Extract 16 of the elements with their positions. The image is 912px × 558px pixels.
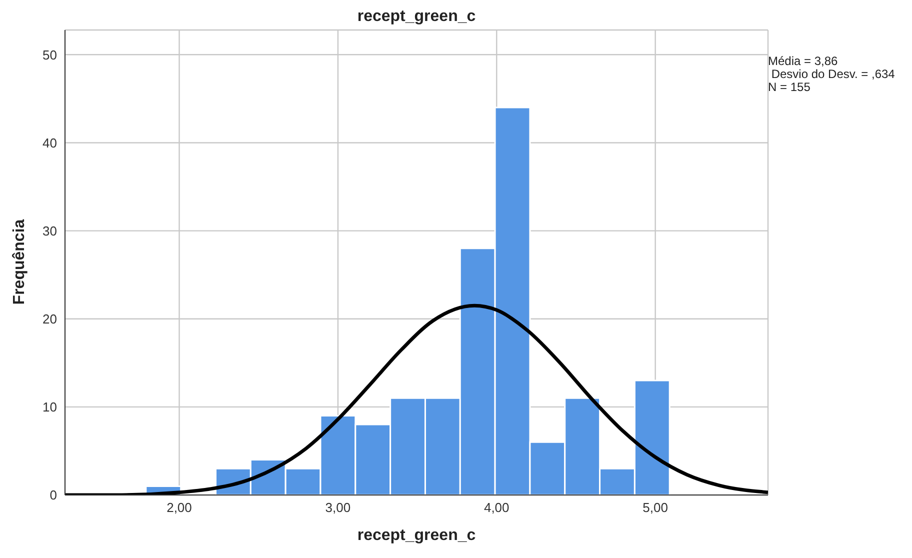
- annotation: N = 155: [768, 80, 812, 94]
- y-axis-title: Frequência: [10, 218, 29, 307]
- y-tick-label: 20: [42, 311, 57, 326]
- text: Desvio do Desv. = ,634: [770, 67, 895, 81]
- x-tick-label: 5,00: [642, 500, 668, 516]
- y-tick-label: 30: [42, 223, 57, 238]
- y-tick-label: 50: [42, 47, 57, 62]
- x-tick-label: 2,00: [166, 500, 192, 516]
- y-tick-label: 10: [42, 400, 57, 415]
- y-tick-label: 0: [50, 488, 57, 503]
- y-tick-label: 40: [42, 135, 57, 150]
- x-tick-label: 3,00: [325, 500, 351, 516]
- annotation: Média = 3,86: [768, 54, 839, 68]
- x-axis-title: recept_green_c: [356, 526, 477, 546]
- x-tick-label: 4,00: [484, 500, 510, 516]
- chart-title: recept_green_c: [356, 8, 477, 26]
